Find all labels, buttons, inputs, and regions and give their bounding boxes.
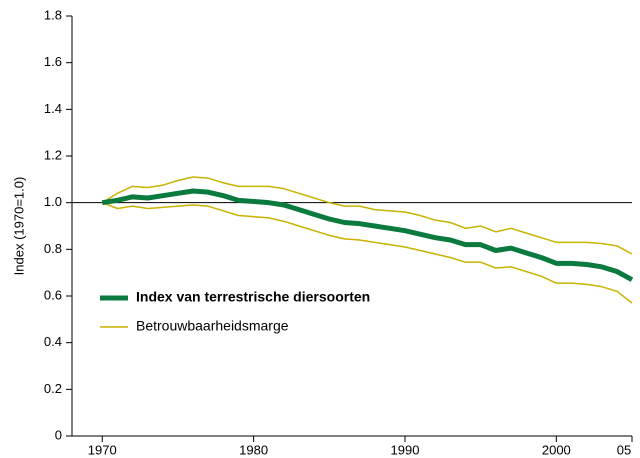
y-tick-label: 0.2 xyxy=(44,381,62,396)
y-axis-label: Index (1970=1.0) xyxy=(11,177,26,276)
y-tick-label: 1.8 xyxy=(44,7,62,22)
y-tick-label: 0 xyxy=(55,427,62,442)
band-lower xyxy=(102,201,633,304)
x-tick-label: 1990 xyxy=(391,442,420,457)
x-tick-label: 1970 xyxy=(88,442,117,457)
legend-label: Index van terrestrische diersoorten xyxy=(136,289,370,305)
index-line xyxy=(101,188,634,282)
y-tick-label: 1.0 xyxy=(44,194,62,209)
y-tick-label: 1.2 xyxy=(44,147,62,162)
y-tick-label: 0.4 xyxy=(44,334,62,349)
x-tick-label: 1980 xyxy=(239,442,268,457)
band-upper xyxy=(101,176,633,255)
x-tick-label: 05 xyxy=(617,442,631,457)
y-tick-label: 1.6 xyxy=(44,54,62,69)
y-tick-label: 0.6 xyxy=(44,287,62,302)
y-tick-label: 1.4 xyxy=(44,101,62,116)
y-tick-label: 0.8 xyxy=(44,241,62,256)
x-tick-label: 2000 xyxy=(542,442,571,457)
legend-label: Betrouwbaarheidsmarge xyxy=(136,318,289,334)
